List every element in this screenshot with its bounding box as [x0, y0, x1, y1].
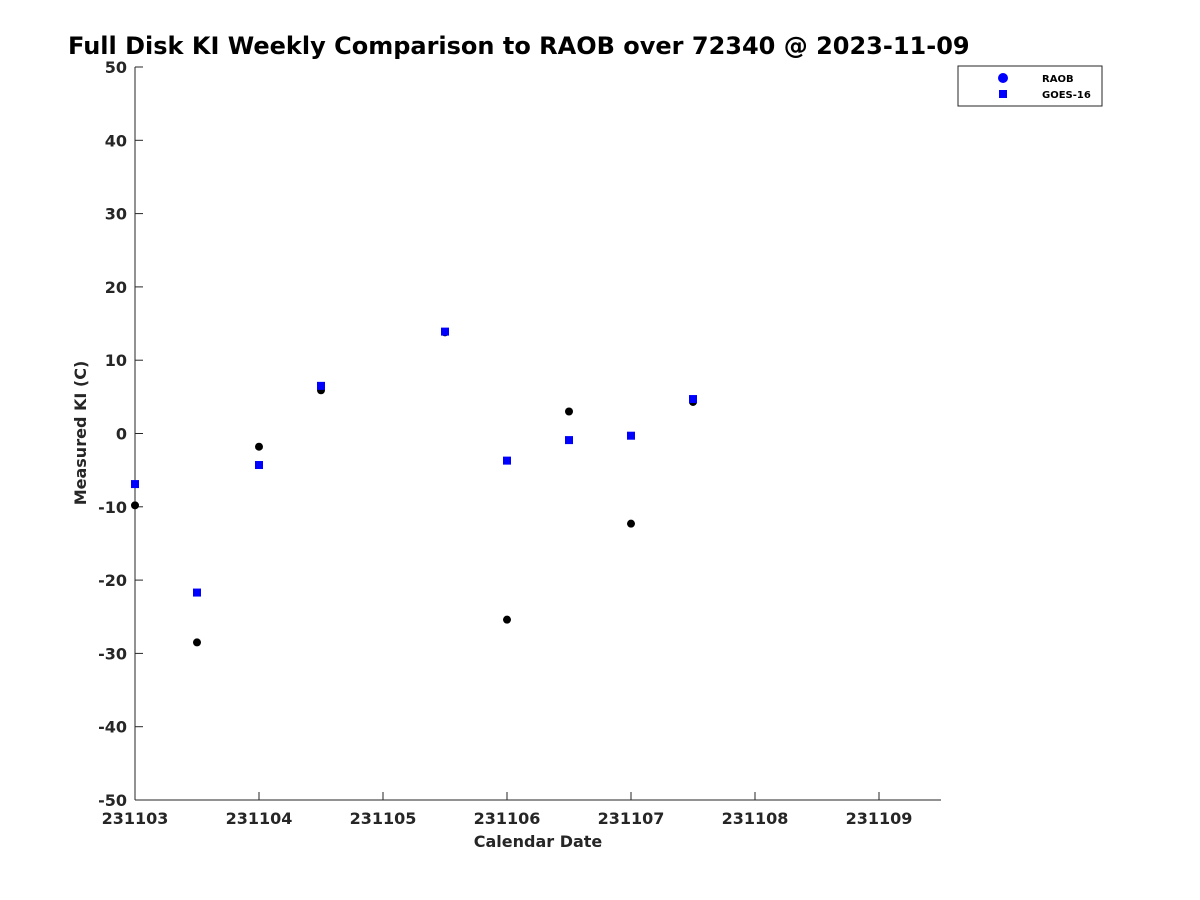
- y-tick-label: -30: [98, 644, 127, 663]
- data-point: [627, 519, 635, 528]
- y-tick-label: -50: [98, 791, 127, 810]
- x-axis-label: Calendar Date: [474, 832, 603, 851]
- y-tick-label: -20: [98, 571, 127, 590]
- data-point: [131, 501, 139, 510]
- legend-box: [957, 65, 1103, 107]
- legend-marker: [999, 90, 1007, 98]
- data-point: [255, 461, 263, 470]
- legend: RAOB GOES-16: [957, 65, 1103, 107]
- x-tick-label: 231103: [102, 809, 169, 828]
- y-tick-label: -40: [98, 718, 127, 737]
- data-point: [193, 588, 201, 597]
- y-tick-label: -10: [98, 498, 127, 517]
- y-tick-label: 40: [105, 131, 127, 150]
- y-tick-label: 50: [105, 58, 127, 77]
- plot-area: -50 -40 -30 -20 -10 0 10 20 30 40 50 231103 231104 23…: [98, 58, 941, 828]
- data-point: [193, 638, 201, 647]
- y-axis-label: Measured KI (C): [71, 361, 90, 506]
- data-point: [441, 327, 449, 336]
- x-tick-label: 231109: [846, 809, 913, 828]
- x-tick-label: 231104: [226, 809, 293, 828]
- data-point: [503, 615, 511, 624]
- x-tick-label: 231105: [350, 809, 417, 828]
- x-tick-label: 231106: [474, 809, 541, 828]
- x-tick-label: 231107: [598, 809, 665, 828]
- data-point: [317, 381, 325, 390]
- legend-label: GOES-16: [1042, 90, 1091, 101]
- y-tick-label: 0: [116, 425, 127, 444]
- data-point: [627, 431, 635, 440]
- data-point: [503, 456, 511, 465]
- chart-title: Full Disk KI Weekly Comparison to RAOB o…: [68, 32, 970, 60]
- series-goes-16: [131, 327, 697, 597]
- series-raob: [131, 328, 697, 647]
- y-tick-label: 20: [105, 278, 127, 297]
- data-point: [689, 395, 697, 404]
- y-tick-label: 10: [105, 351, 127, 370]
- data-point: [131, 480, 139, 489]
- data-point: [255, 442, 263, 451]
- data-point: [565, 407, 573, 416]
- x-tick-label: 231108: [722, 809, 789, 828]
- legend-marker: [998, 73, 1008, 83]
- y-tick-label: 30: [105, 205, 127, 224]
- data-point: [565, 436, 573, 445]
- legend-label: RAOB: [1042, 74, 1074, 85]
